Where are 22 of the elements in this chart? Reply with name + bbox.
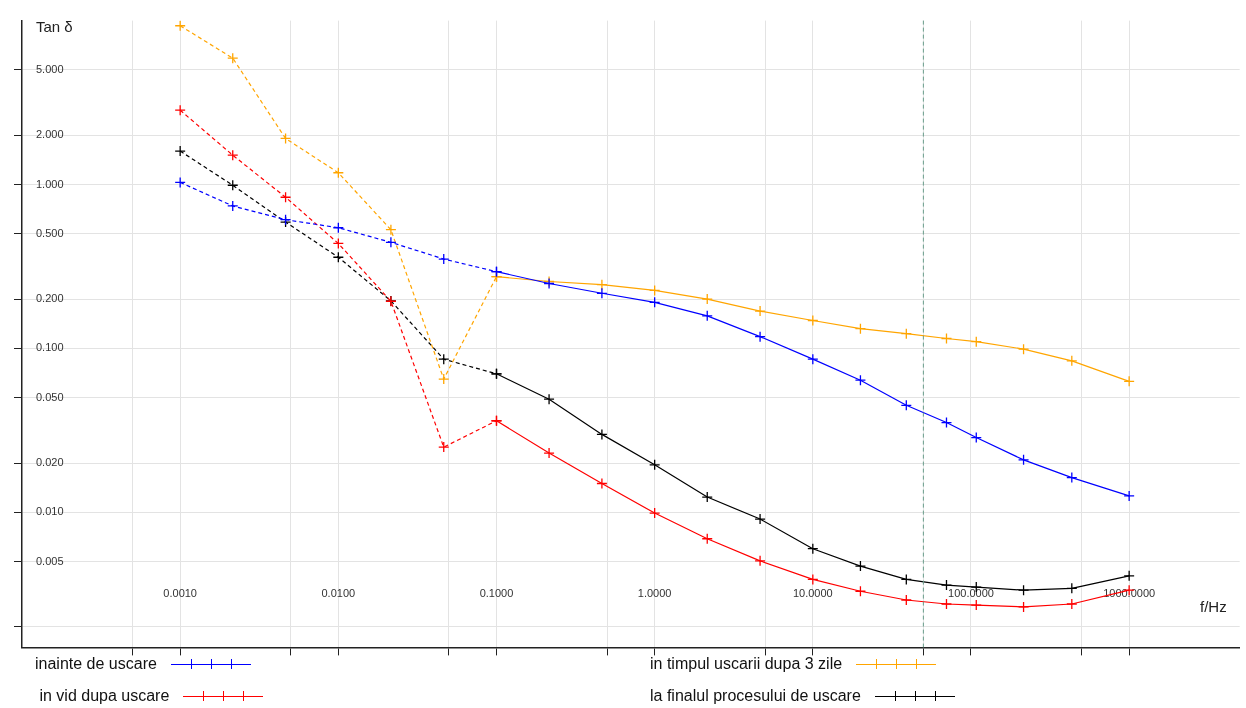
y-tick-label: 0.020 [36, 456, 64, 469]
y-tick-label: 0.100 [36, 341, 64, 354]
y-tick-label: 5.000 [36, 62, 64, 75]
y-tick-label: 0.200 [36, 292, 64, 305]
x-tick-label: 1.0000 [637, 587, 672, 600]
x-tick-label: 0.0010 [163, 587, 197, 600]
x-tick-label: 10.0000 [792, 587, 833, 600]
legend-label: in vid dupa uscare [38, 687, 170, 705]
legend-label: in timpul uscarii dupa 3 zile [650, 655, 843, 673]
x-tick-label: 0.0100 [321, 587, 356, 600]
x-tick-label: 100.0000 [948, 587, 994, 600]
x-tick-label: 0.1000 [479, 587, 514, 600]
legend-label: la finalul procesului de uscare [650, 687, 861, 705]
legend-label: inainte de uscare [35, 655, 157, 673]
y-tick-label: 0.005 [36, 554, 64, 567]
y-tick-label: 0.500 [36, 226, 64, 239]
y-tick-label: 1.000 [36, 177, 64, 190]
y-tick-label: 0.050 [36, 390, 64, 403]
y-axis-title: Tan δ [36, 18, 73, 35]
y-tick-label: 0.010 [36, 505, 64, 518]
x-axis-title: f/Hz [1200, 598, 1227, 615]
y-tick-label: 2.000 [36, 128, 64, 141]
